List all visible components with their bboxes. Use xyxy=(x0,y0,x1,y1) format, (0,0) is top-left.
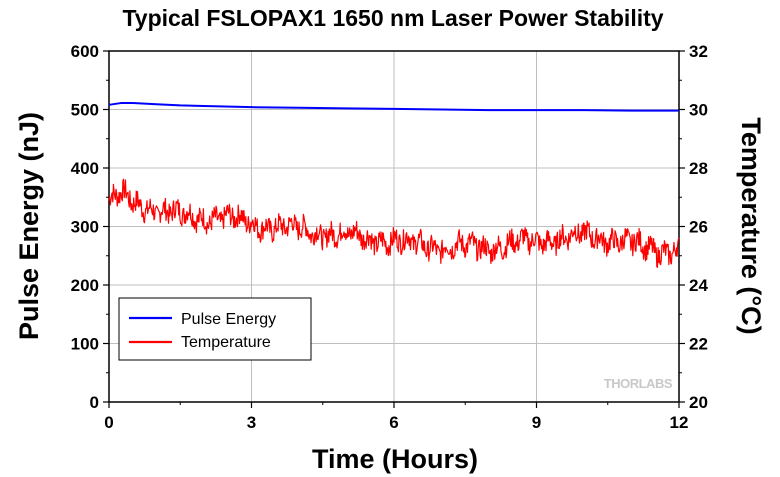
x-tick-label: 12 xyxy=(670,413,689,432)
series-line-temperature xyxy=(108,178,680,268)
x-tick-label: 3 xyxy=(247,413,256,432)
y-tick-label: 100 xyxy=(71,335,99,354)
y2-tick-label: 22 xyxy=(689,335,708,354)
series-line-pulse-energy xyxy=(108,102,679,112)
y2-tick-label: 20 xyxy=(689,393,708,412)
y-tick-label: 500 xyxy=(71,101,99,120)
legend-label-pulse-energy: Pulse Energy xyxy=(181,311,276,328)
chart-title: Typical FSLOPAX1 1650 nm Laser Power Sta… xyxy=(122,5,663,31)
x-tick-label: 0 xyxy=(104,413,113,432)
legend-label-temperature: Temperature xyxy=(181,334,271,351)
y2-tick-label: 24 xyxy=(689,276,708,295)
tick-labels: 0 3 6 9 12 0 100 200 300 400 500 600 20 22 24 26 28 30 32 xyxy=(71,42,709,432)
y2-tick-label: 28 xyxy=(689,159,708,178)
y-tick-label: 400 xyxy=(71,159,99,178)
y-axis-title: Pulse Energy (nJ) xyxy=(14,112,44,340)
y2-axis-title: Temperature (°C) xyxy=(736,117,766,334)
y2-tick-label: 30 xyxy=(689,101,708,120)
axis-ticks xyxy=(103,50,685,408)
y-tick-label: 0 xyxy=(90,393,99,412)
x-tick-label: 6 xyxy=(389,413,398,432)
y-tick-label: 600 xyxy=(71,42,99,61)
y2-tick-label: 32 xyxy=(689,42,708,61)
legend-box xyxy=(118,297,312,361)
y-tick-label: 300 xyxy=(71,218,99,237)
x-axis-title: Time (Hours) xyxy=(312,444,478,474)
y-tick-label: 200 xyxy=(71,276,99,295)
thorlabs-watermark: THORLABS xyxy=(604,376,673,391)
y2-tick-label: 26 xyxy=(689,218,708,237)
data-series xyxy=(108,102,680,268)
legend: Pulse Energy Temperature xyxy=(118,297,312,361)
x-tick-label: 9 xyxy=(532,413,541,432)
